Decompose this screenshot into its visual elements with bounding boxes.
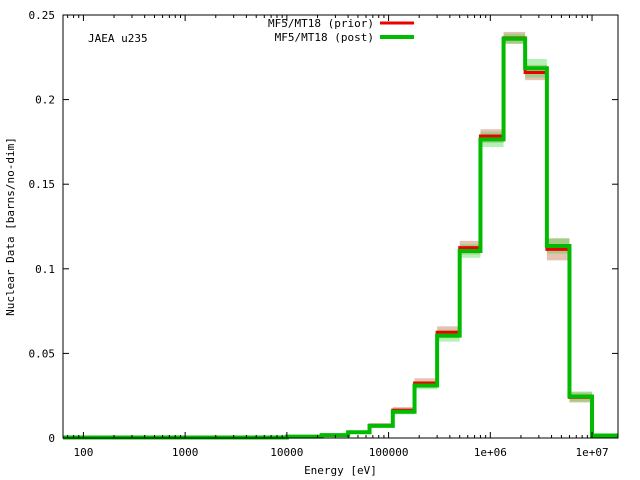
- uncertainty-bands: [63, 31, 618, 438]
- x-tick-label: 10000: [270, 446, 303, 459]
- x-tick-label: 1000: [172, 446, 199, 459]
- y-tick-label: 0.15: [29, 178, 56, 191]
- plot-frame: [62, 14, 619, 439]
- annotation-label: JAEA u235: [88, 32, 148, 45]
- legend-label-prior: MF5/MT18 (prior): [268, 17, 374, 30]
- series-line-post: [63, 36, 618, 440]
- x-tick-label: 1e+06: [474, 446, 507, 459]
- series-line-prior: [63, 36, 618, 439]
- y-tick-label: 0.05: [29, 347, 56, 360]
- y-tick-label: 0.1: [35, 263, 55, 276]
- axis-ticks: 0 0.05 0.1 0.15 0.2 0.25 100 1000 10000 100000 1e+…: [29, 9, 618, 459]
- legend: MF5/MT18 (prior) MF5/MT18 (post): [268, 17, 414, 44]
- x-axis-label: Energy [eV]: [304, 464, 377, 477]
- y-tick-label: 0: [48, 432, 55, 445]
- y-tick-label: 0.25: [29, 9, 56, 22]
- series-lines: [63, 36, 618, 440]
- x-tick-label: 100000: [369, 446, 409, 459]
- y-axis-label: Nuclear Data [barns/no-dim]: [4, 137, 17, 316]
- legend-label-post: MF5/MT18 (post): [275, 31, 374, 44]
- y-tick-label: 0.2: [35, 94, 55, 107]
- x-tick-label: 1e+07: [575, 446, 608, 459]
- x-tick-label: 100: [73, 446, 93, 459]
